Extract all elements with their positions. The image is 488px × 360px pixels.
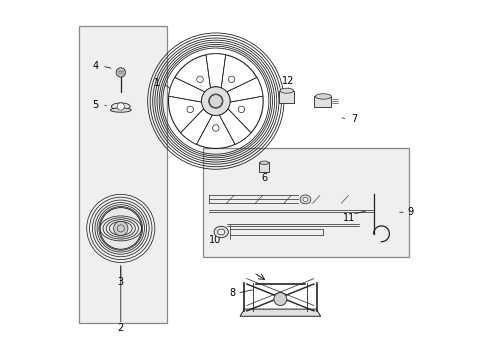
- FancyBboxPatch shape: [279, 91, 293, 103]
- Text: 10: 10: [208, 235, 221, 245]
- Polygon shape: [226, 77, 263, 102]
- Text: 5: 5: [92, 100, 99, 110]
- Polygon shape: [180, 109, 212, 144]
- Text: 1: 1: [153, 78, 160, 88]
- Circle shape: [273, 293, 286, 306]
- Ellipse shape: [110, 108, 131, 112]
- Circle shape: [238, 106, 244, 113]
- Text: 7: 7: [350, 114, 356, 124]
- FancyBboxPatch shape: [203, 148, 408, 257]
- Text: 2: 2: [118, 323, 123, 333]
- FancyBboxPatch shape: [79, 26, 166, 323]
- Circle shape: [186, 106, 193, 113]
- Ellipse shape: [300, 195, 310, 204]
- FancyBboxPatch shape: [259, 162, 269, 172]
- Polygon shape: [219, 109, 250, 144]
- Text: 11: 11: [343, 213, 355, 222]
- Ellipse shape: [111, 103, 130, 110]
- Text: 12: 12: [282, 76, 294, 86]
- Text: 9: 9: [407, 207, 412, 217]
- Ellipse shape: [214, 226, 228, 238]
- Ellipse shape: [303, 197, 307, 202]
- Text: 3: 3: [118, 277, 123, 287]
- FancyBboxPatch shape: [313, 96, 330, 107]
- Circle shape: [100, 208, 142, 249]
- Circle shape: [212, 125, 219, 131]
- Polygon shape: [168, 77, 204, 102]
- Circle shape: [209, 95, 222, 108]
- Circle shape: [228, 76, 234, 82]
- Text: 6: 6: [261, 173, 267, 183]
- Circle shape: [116, 68, 125, 77]
- Circle shape: [201, 87, 230, 116]
- Polygon shape: [240, 309, 320, 316]
- Circle shape: [113, 221, 128, 235]
- Ellipse shape: [260, 161, 268, 165]
- Circle shape: [168, 54, 263, 148]
- Ellipse shape: [315, 94, 331, 99]
- Polygon shape: [205, 54, 225, 88]
- Ellipse shape: [217, 229, 224, 235]
- Circle shape: [196, 76, 203, 82]
- Text: 4: 4: [92, 61, 99, 71]
- Text: 8: 8: [228, 288, 235, 298]
- Circle shape: [117, 103, 124, 110]
- Ellipse shape: [280, 88, 293, 93]
